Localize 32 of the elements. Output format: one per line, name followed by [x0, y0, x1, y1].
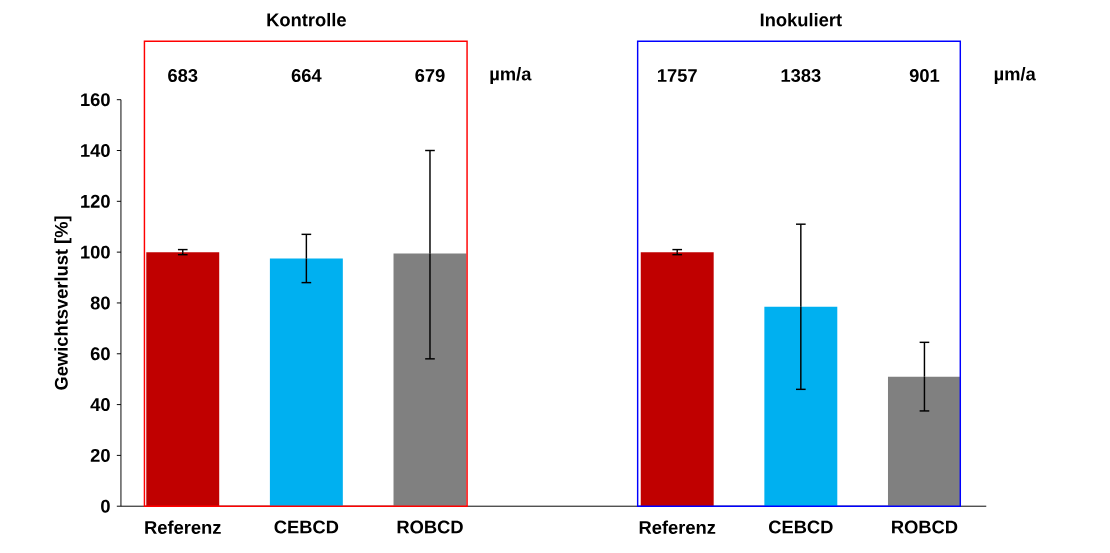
x-tick-label: Referenz: [145, 520, 221, 535]
text: Inokuliert: [760, 13, 842, 27]
text: 901: [909, 69, 940, 83]
text: µm/a: [490, 67, 532, 85]
y-tick-label: 140: [81, 144, 110, 158]
text: µm/a: [994, 67, 1036, 85]
bar: [640, 252, 714, 507]
y-tick-label: 100: [81, 245, 110, 259]
x-tick-label: CEBCD: [274, 520, 339, 534]
x-tick-label: Referenz: [639, 520, 716, 535]
x-tick-label: CEBCD: [769, 520, 833, 534]
y-tick-label: 160: [81, 93, 110, 107]
text: 1383: [781, 69, 821, 83]
text: 1757: [657, 69, 697, 83]
bar: [764, 306, 838, 507]
x-tick-label: ROBCD: [892, 520, 958, 534]
text: 683: [168, 69, 198, 83]
bar: [146, 252, 220, 507]
y-tick-label: 0: [101, 499, 110, 513]
text: 679: [415, 69, 445, 83]
x-tick-label: ROBCD: [397, 520, 463, 534]
bar: [269, 258, 343, 507]
y-tick-label: 40: [90, 398, 110, 412]
y-tick-label: 120: [81, 194, 110, 208]
y-tick-label: 20: [90, 449, 110, 463]
y-tick-label: 60: [90, 347, 110, 361]
bar: [393, 253, 467, 507]
bar: [887, 376, 961, 507]
y-axis-title: Gewichtsverlust [%]: [54, 216, 72, 390]
text: Kontrolle: [267, 13, 346, 27]
text: 664: [291, 69, 322, 83]
y-tick-label: 80: [90, 296, 110, 310]
